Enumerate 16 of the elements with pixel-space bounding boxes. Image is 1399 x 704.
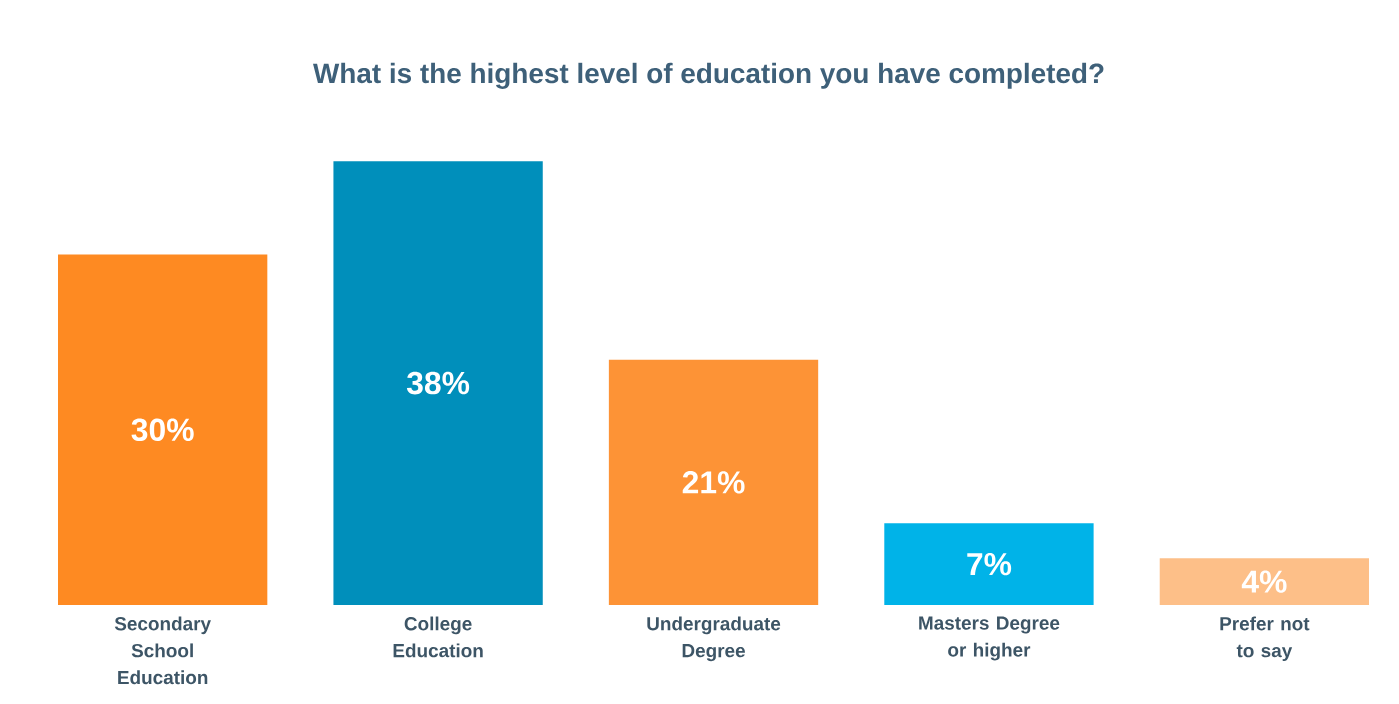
data-label: 4% xyxy=(1241,570,1287,593)
data-label: 7% xyxy=(967,552,1012,576)
data-label: 30% xyxy=(131,418,194,442)
chart-title: What is the highest level of education you have completed? xyxy=(313,62,1104,89)
bar xyxy=(608,359,819,605)
bar xyxy=(58,254,268,605)
x-tick-label: Undergraduate Degree xyxy=(647,616,781,662)
bar xyxy=(884,523,1094,605)
x-tick-label: College Education xyxy=(393,616,483,658)
data-label: 21% xyxy=(682,471,745,494)
bar xyxy=(1159,558,1370,605)
bar xyxy=(333,161,543,605)
x-tick-label: Masters Degree or higher xyxy=(919,616,1060,661)
x-tick-label: Secondary School Education xyxy=(114,616,211,685)
data-label: 38% xyxy=(406,371,470,395)
x-tick-label: Prefer not to say xyxy=(1220,616,1310,662)
